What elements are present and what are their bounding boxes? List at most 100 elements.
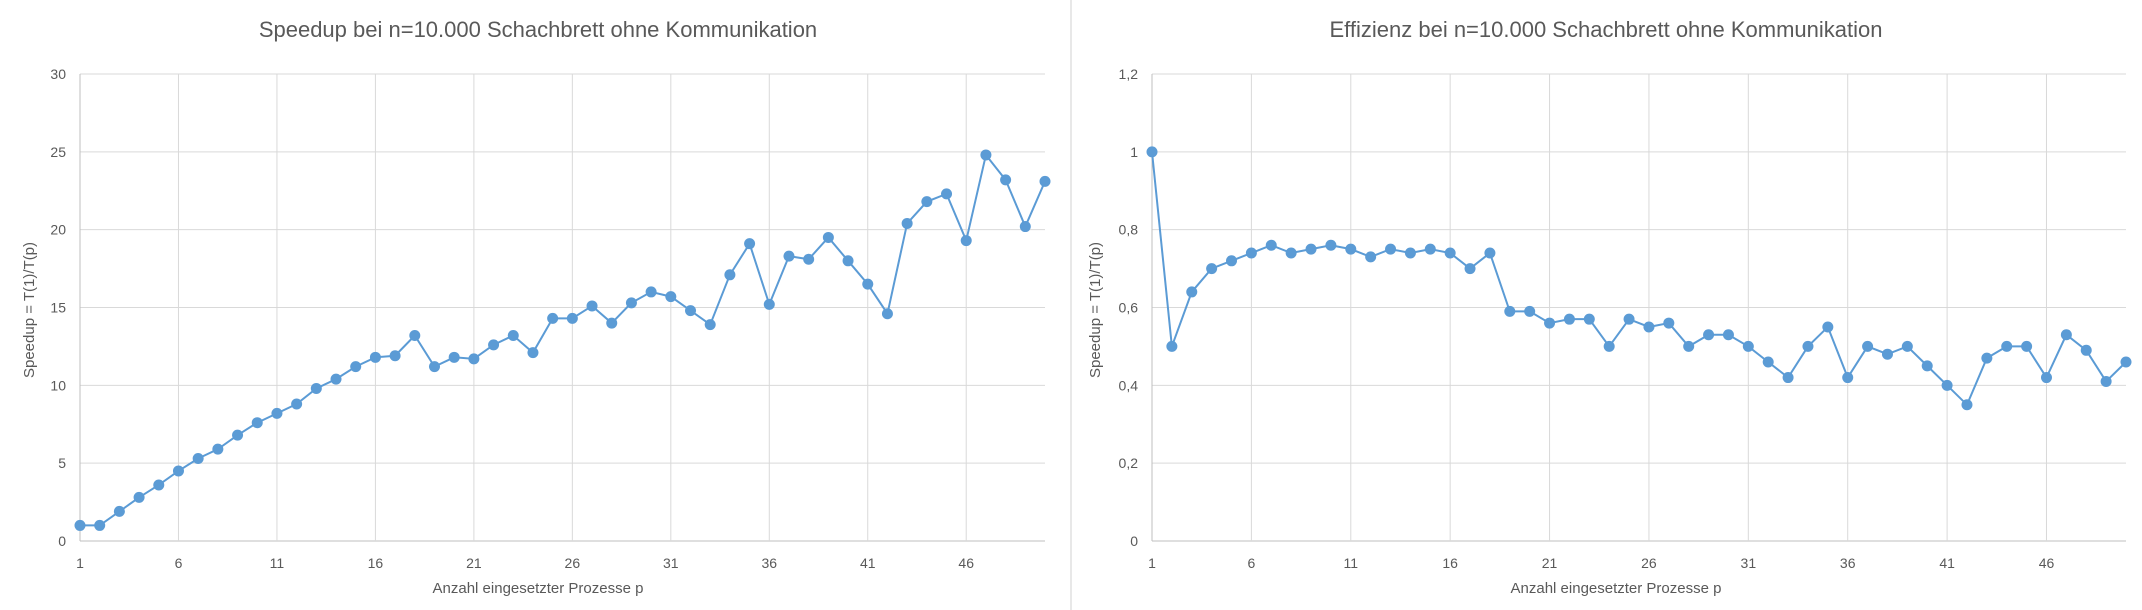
y-tick-label: 0,2 — [1119, 455, 1139, 471]
data-point — [192, 452, 204, 464]
data-point — [881, 308, 893, 320]
data-point — [1683, 340, 1695, 352]
data-point — [921, 196, 933, 208]
x-tick-labels: 1 6 11 16 21 26 31 36 41 46 — [1148, 555, 2054, 571]
data-point — [2001, 340, 2013, 352]
data-point — [350, 361, 362, 373]
data-point — [1901, 340, 1913, 352]
data-point — [1245, 247, 1257, 259]
data-point — [547, 312, 559, 324]
data-point — [704, 319, 716, 331]
data-point — [744, 238, 756, 250]
gridlines — [1151, 73, 2126, 542]
data-point — [842, 255, 854, 267]
data-point — [1404, 247, 1416, 259]
data-point — [1365, 251, 1377, 263]
data-point — [1206, 263, 1218, 275]
x-axis-label: Anzahl eingesetzter Prozesse p — [1511, 580, 1722, 597]
data-point — [1941, 379, 1953, 391]
data-point — [291, 398, 303, 410]
data-point — [428, 361, 440, 373]
data-point — [1544, 317, 1556, 329]
data-point — [1842, 372, 1854, 384]
y-tick-label: 0 — [1130, 533, 1138, 549]
data-point — [1643, 321, 1655, 333]
data-point — [1484, 247, 1496, 259]
data-point — [1385, 243, 1397, 255]
data-point — [783, 250, 795, 262]
data-point — [2120, 356, 2132, 368]
data-point — [586, 300, 598, 312]
x-tick-label: 41 — [860, 555, 876, 571]
y-axis-label: Speedup = T(1)/T(p) — [21, 242, 38, 378]
x-tick-label: 16 — [1442, 555, 1458, 571]
data-point — [271, 407, 283, 419]
data-point — [113, 505, 125, 517]
data-point — [1504, 305, 1516, 317]
data-point — [1583, 313, 1595, 325]
gridlines — [79, 73, 1045, 542]
x-tick-label: 31 — [663, 555, 679, 571]
data-point — [1802, 340, 1814, 352]
data-point — [1862, 340, 1874, 352]
y-tick-label: 15 — [50, 300, 66, 316]
x-tick-label: 1 — [76, 555, 84, 571]
data-point — [1285, 247, 1297, 259]
data-point — [527, 347, 539, 359]
data-point — [724, 269, 736, 281]
y-tick-label: 5 — [58, 455, 66, 471]
data-point — [1444, 247, 1456, 259]
x-tick-label: 46 — [958, 555, 974, 571]
y-tick-label: 1,2 — [1119, 66, 1139, 82]
series-line — [80, 152, 1046, 527]
y-tick-label: 10 — [50, 377, 66, 393]
data-point — [1623, 313, 1635, 325]
data-point — [1146, 146, 1158, 158]
data-point — [803, 253, 815, 265]
data-point — [133, 491, 145, 503]
data-point — [2080, 344, 2092, 356]
data-point — [1226, 255, 1238, 267]
x-tick-label: 21 — [466, 555, 482, 571]
data-point — [2040, 372, 2052, 384]
data-point — [310, 382, 322, 394]
data-point — [153, 479, 165, 491]
data-point — [1782, 372, 1794, 384]
data-point — [862, 278, 874, 290]
data-point — [1305, 243, 1317, 255]
data-point — [1186, 286, 1198, 298]
data-point — [1464, 263, 1476, 275]
x-tick-label: 11 — [270, 555, 285, 571]
chart-title: Speedup bei n=10.000 Schachbrett ohne Ko… — [259, 17, 817, 42]
data-point — [980, 149, 992, 161]
series-efficiency — [1146, 146, 2132, 411]
y-tick-label: 0,4 — [1119, 377, 1139, 393]
data-point — [1000, 174, 1012, 186]
x-tick-label: 36 — [761, 555, 777, 571]
data-point — [251, 417, 263, 429]
data-point — [1265, 239, 1277, 251]
data-point — [2060, 329, 2072, 341]
data-point — [645, 286, 657, 298]
y-tick-label: 1 — [1130, 144, 1138, 160]
x-tick-label: 31 — [1741, 555, 1757, 571]
data-point — [74, 519, 86, 531]
data-point — [1742, 340, 1754, 352]
data-point — [488, 339, 500, 351]
series-line — [1151, 151, 2127, 407]
data-point — [1663, 317, 1675, 329]
data-point — [1166, 340, 1178, 352]
data-point — [330, 373, 342, 385]
data-point — [1921, 360, 1933, 372]
x-tick-label: 26 — [565, 555, 581, 571]
speedup-chart: Speedup bei n=10.000 Schachbrett ohne Ko… — [21, 17, 1051, 597]
data-point — [1524, 305, 1536, 317]
data-point — [1563, 313, 1575, 325]
data-point — [507, 330, 519, 342]
y-tick-label: 0 — [58, 533, 66, 549]
x-axis-label: Anzahl eingesetzter Prozesse p — [433, 580, 644, 597]
data-point — [94, 519, 106, 531]
data-point — [369, 351, 381, 363]
